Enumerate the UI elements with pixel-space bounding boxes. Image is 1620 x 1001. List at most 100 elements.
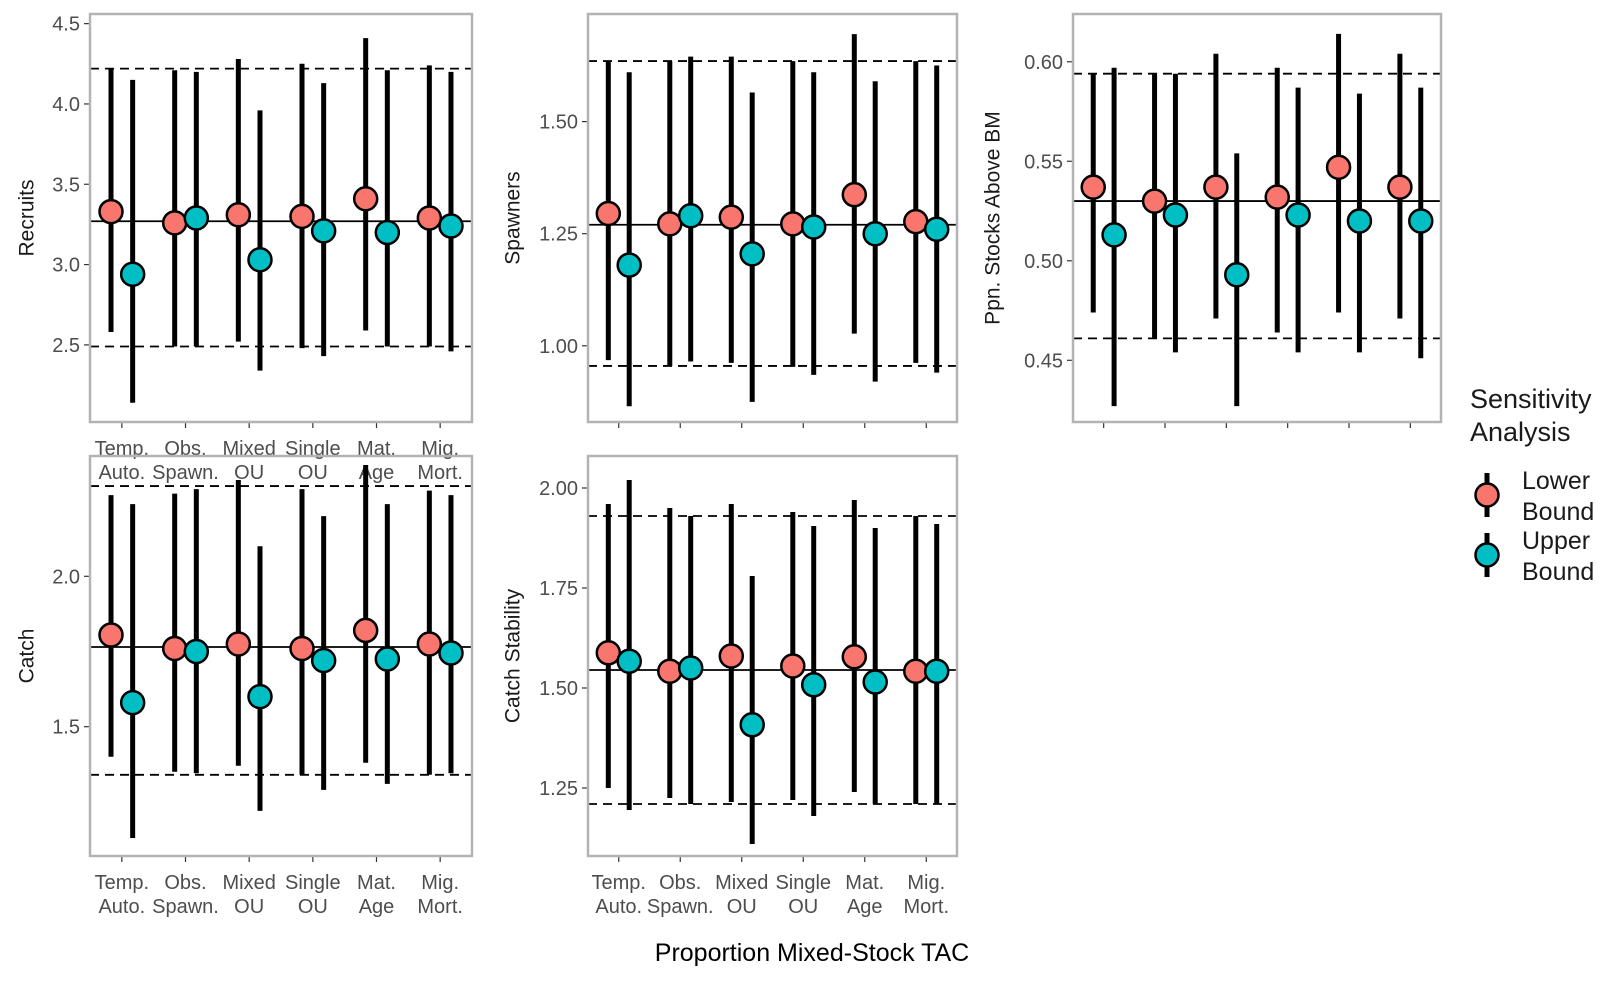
y-tick-label: 0.50	[1024, 251, 1063, 273]
data-point-lower-bound	[1141, 188, 1168, 214]
x-category-label: Obs. Spawn.	[647, 872, 714, 918]
data-point-lower-bound	[841, 181, 868, 208]
panel-ppn-stocks-above-bm: 0.45 0.50 0.55 0.60 Ppn. Stocks Above BM	[981, 12, 1443, 428]
legend-label: Upper Bound	[1522, 527, 1594, 586]
y-axis-title: Catch Stability	[501, 588, 524, 723]
data-point-upper-bound	[616, 252, 642, 278]
panel-border	[586, 12, 959, 424]
panel-border	[88, 12, 474, 424]
data-point-upper-bound	[374, 219, 401, 246]
data-point-upper-bound	[800, 214, 827, 240]
x-category-label: Mixed OU	[715, 872, 768, 918]
y-tick-label: 1.50	[539, 678, 578, 700]
data-point-lower-bound	[657, 211, 683, 237]
x-category-label: Mig. Mort.	[903, 872, 949, 918]
y-tick-label: 1.50	[539, 112, 578, 134]
panel-recruits: 2.5 3.0 3.5 4.0 4.5 Recruits Temp. Auto.Obs. Spa…	[15, 12, 474, 484]
data-point-upper-bound	[800, 672, 827, 698]
data-point-lower-bound	[1080, 174, 1106, 200]
x-category-label: Temp. Auto.	[95, 872, 149, 918]
data-point-lower-bound	[161, 635, 188, 662]
data-point-upper-bound	[310, 647, 337, 674]
data-point-upper-bound	[119, 261, 146, 287]
data-point-lower-bound	[780, 653, 806, 679]
legend-label: Lower Bound	[1522, 467, 1594, 526]
data-point-upper-bound	[923, 216, 950, 242]
data-point-lower-bound	[1203, 174, 1229, 200]
legend-key-point	[1474, 482, 1500, 508]
data-point-upper-bound	[1346, 208, 1373, 234]
panel-catch-stability: 1.25 1.50 1.75 2.00 Catch Stability Temp. Auto…	[501, 454, 959, 918]
data-point-upper-bound	[1285, 202, 1311, 228]
legend-key-point	[1474, 542, 1500, 568]
y-tick-label: 1.75	[539, 578, 578, 600]
legend-title: Analysis	[1470, 417, 1571, 447]
y-tick-label: 2.5	[52, 335, 80, 357]
y-tick-label: 1.00	[539, 336, 578, 358]
x-category-label: Mat. Age	[845, 872, 884, 918]
y-tick-label: 1.25	[539, 224, 578, 246]
data-point-lower-bound	[718, 204, 745, 230]
data-point-upper-bound	[677, 655, 704, 681]
data-point-lower-bound	[289, 203, 315, 230]
panel-spawners: 1.00 1.25 1.50 Spawners	[501, 12, 959, 428]
data-point-upper-bound	[739, 712, 765, 738]
data-point-lower-bound	[657, 658, 683, 684]
data-point-upper-bound	[923, 658, 950, 684]
y-tick-label: 1.5	[52, 717, 80, 739]
data-point-upper-bound	[247, 247, 273, 273]
data-point-lower-bound	[416, 205, 443, 231]
legend-title: Sensitivity	[1470, 384, 1592, 414]
x-category-label: Single OU	[285, 438, 341, 484]
data-point-lower-bound	[903, 658, 929, 684]
x-category-label: Mixed OU	[222, 438, 275, 484]
x-category-label: Single OU	[775, 872, 831, 918]
x-category-label: Mig. Mort.	[417, 438, 463, 484]
x-category-label: Obs. Spawn.	[152, 872, 219, 918]
data-point-upper-bound	[862, 669, 888, 695]
panel-border	[88, 454, 474, 858]
data-point-upper-bound	[862, 220, 888, 247]
data-point-lower-bound	[595, 200, 622, 227]
data-point-upper-bound	[183, 205, 210, 231]
data-point-lower-bound	[225, 631, 252, 657]
y-axis-title: Recruits	[15, 179, 38, 256]
y-tick-label: 0.45	[1024, 350, 1063, 372]
data-point-lower-bound	[352, 185, 379, 212]
data-point-lower-bound	[903, 208, 929, 235]
y-tick-label: 2.00	[539, 478, 578, 500]
y-axis-title: Catch	[15, 629, 38, 684]
y-tick-label: 3.0	[52, 255, 80, 277]
data-point-upper-bound	[247, 683, 273, 710]
data-point-lower-bound	[1387, 174, 1413, 200]
data-point-lower-bound	[1325, 154, 1352, 180]
panel-border	[1071, 12, 1443, 424]
data-point-upper-bound	[438, 640, 464, 666]
x-category-label: Temp. Auto.	[95, 438, 149, 484]
data-point-upper-bound	[1408, 208, 1434, 234]
data-point-upper-bound	[119, 689, 146, 716]
y-tick-label: 4.5	[52, 14, 80, 36]
data-point-lower-bound	[718, 643, 745, 669]
x-category-label: Mat. Age	[357, 438, 396, 484]
data-point-upper-bound	[1101, 222, 1127, 248]
data-point-lower-bound	[98, 198, 124, 225]
x-category-label: Single OU	[285, 872, 341, 918]
y-axis-title: Ppn. Stocks Above BM	[981, 111, 1004, 325]
y-tick-label: 0.60	[1024, 52, 1063, 74]
data-point-upper-bound	[677, 203, 704, 229]
data-point-lower-bound	[289, 635, 315, 662]
data-point-lower-bound	[352, 617, 379, 644]
data-point-upper-bound	[183, 638, 210, 665]
data-point-upper-bound	[374, 646, 401, 672]
x-category-label: Mat. Age	[357, 872, 396, 918]
panel-catch: 1.5 2.0 Catch Temp. Auto.Obs. Spawn.Mixed OUSi…	[15, 454, 474, 918]
x-axis-title: Proportion Mixed-Stock TAC	[655, 939, 969, 967]
data-point-upper-bound	[438, 213, 464, 239]
data-point-upper-bound	[310, 218, 337, 244]
data-point-upper-bound	[1162, 202, 1189, 228]
data-point-upper-bound	[739, 241, 765, 267]
data-point-upper-bound	[616, 648, 642, 674]
y-axis-title: Spawners	[501, 171, 524, 264]
y-tick-label: 0.55	[1024, 151, 1063, 173]
